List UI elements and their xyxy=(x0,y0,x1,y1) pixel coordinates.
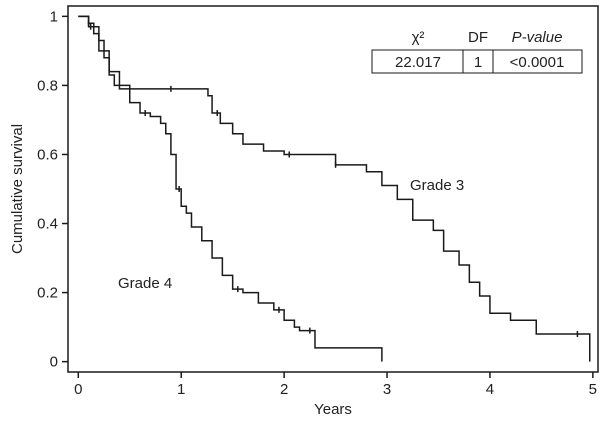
annotation-grade-3: Grade 3 xyxy=(410,177,464,194)
y-tick-label-1: 0.2 xyxy=(37,285,58,302)
stats-value-df: 1 xyxy=(474,54,482,71)
series-line-grade-4 xyxy=(78,15,383,362)
y-tick-label-3: 0.6 xyxy=(37,146,58,163)
y-tick-label-0: 0 xyxy=(50,354,58,371)
x-tick-label-3: 3 xyxy=(383,381,391,398)
x-tick-label-2: 2 xyxy=(280,381,288,398)
stats-table-box xyxy=(371,49,583,74)
stats-table: χ² DF P-value 22.017 1 <0.0001 xyxy=(371,29,583,74)
plot-frame xyxy=(67,5,599,373)
censor-marks xyxy=(87,20,579,338)
x-tick-label-0: 0 xyxy=(74,381,82,398)
stats-header-pvalue: P-value xyxy=(512,29,563,46)
y-axis-label: Cumulative survival xyxy=(9,124,26,254)
axes: 0 1 2 3 4 5 0 0.2 0.4 0.6 0.8 1 xyxy=(37,5,599,398)
stats-value-pvalue: <0.0001 xyxy=(510,54,565,71)
y-tick-label-5: 1 xyxy=(50,8,58,25)
y-tick-label-2: 0.4 xyxy=(37,216,58,233)
x-tick-label-4: 4 xyxy=(486,381,494,398)
stats-header-df: DF xyxy=(468,29,488,46)
stats-header-chi2: χ² xyxy=(412,29,425,46)
x-tick-label-1: 1 xyxy=(177,381,185,398)
y-tick-label-4: 0.8 xyxy=(37,77,58,94)
ticks: 0 1 2 3 4 5 0 0.2 0.4 0.6 0.8 1 xyxy=(37,8,597,398)
x-axis-label: Years xyxy=(314,401,352,418)
annotation-grade-4: Grade 4 xyxy=(118,275,172,292)
x-tick-label-5: 5 xyxy=(589,381,597,398)
stats-value-chi2: 22.017 xyxy=(395,54,441,71)
curves xyxy=(78,15,591,362)
